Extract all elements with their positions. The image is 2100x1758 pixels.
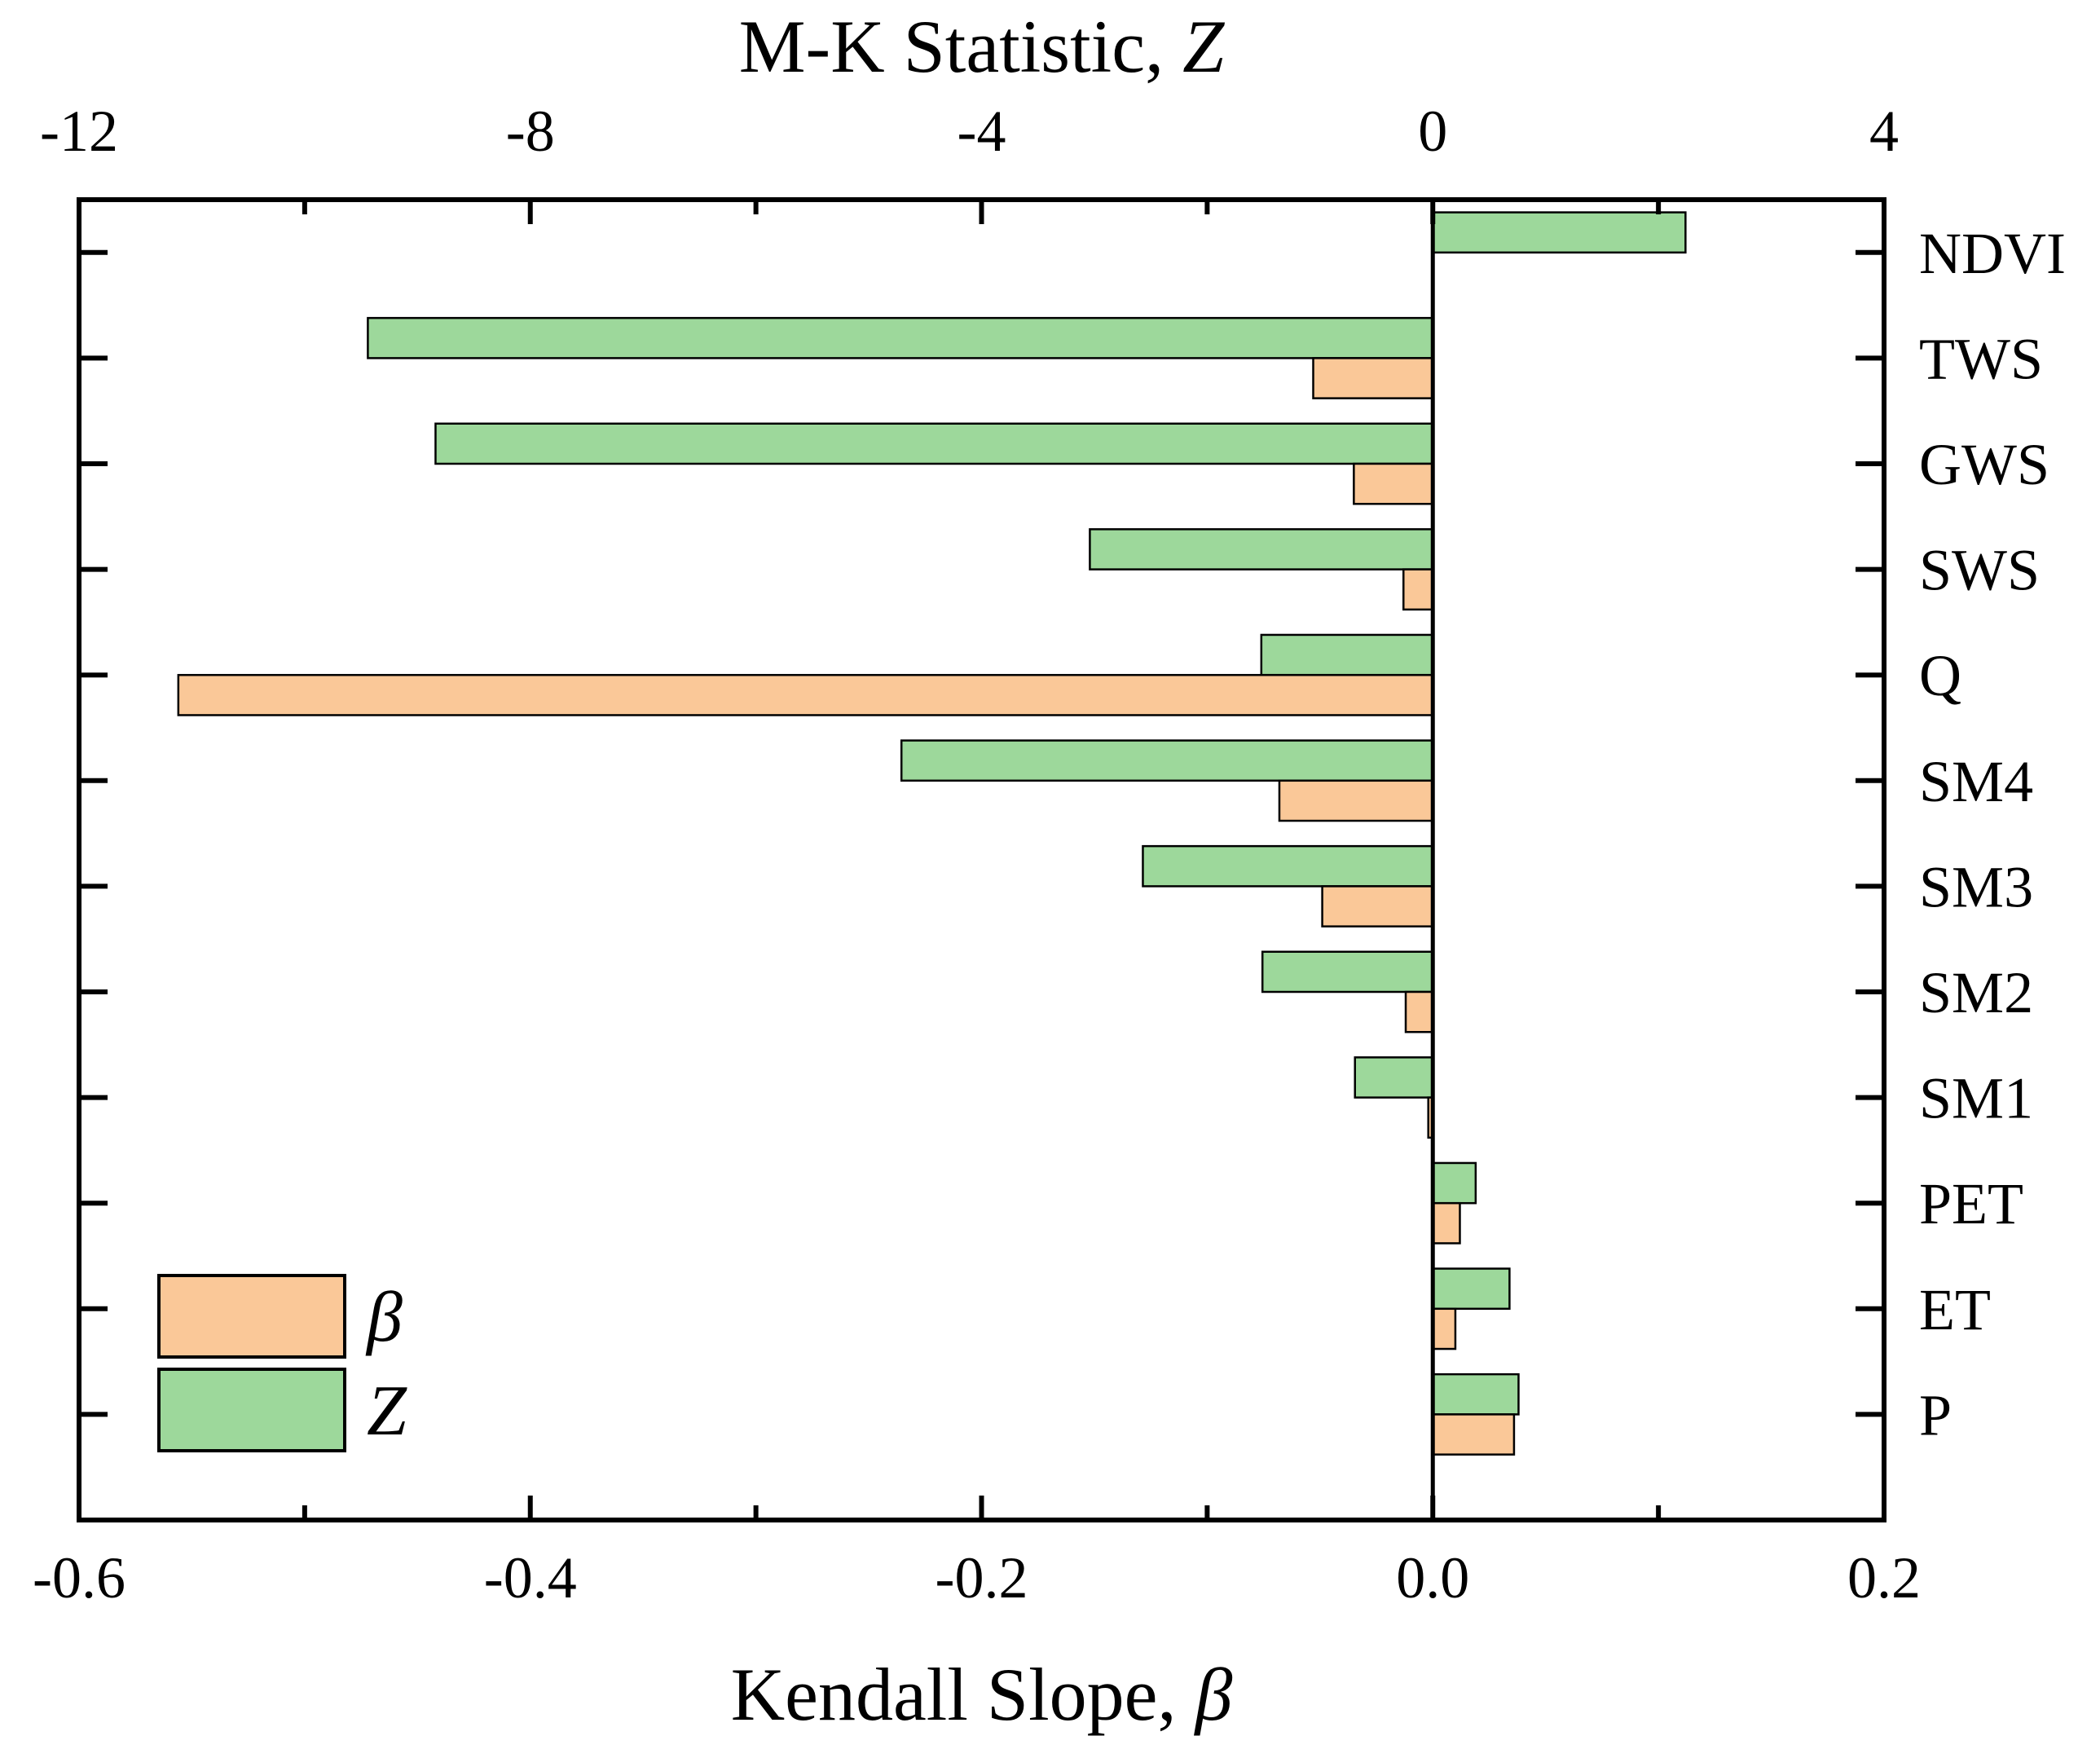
bar-z-sws bbox=[1089, 528, 1434, 571]
bottom-axis-title: Kendall Slope, β bbox=[731, 1653, 1233, 1736]
top-tick-label: -8 bbox=[506, 99, 555, 164]
bottom-tick-label: -0.2 bbox=[936, 1545, 1028, 1610]
top-tick-label: -12 bbox=[40, 99, 118, 164]
bar-beta-et bbox=[1432, 1307, 1457, 1350]
category-label-et: ET bbox=[1919, 1277, 1991, 1342]
bar-z-et bbox=[1432, 1267, 1511, 1311]
top-axis-title: M-K Statistic, Z bbox=[739, 5, 1225, 88]
legend-label-beta: β bbox=[365, 1278, 403, 1357]
category-label-sm1: SM1 bbox=[1919, 1066, 2033, 1131]
category-label-tws: TWS bbox=[1919, 326, 2043, 391]
bar-z-sm4 bbox=[900, 739, 1434, 782]
legend-label-z: Z bbox=[367, 1372, 407, 1451]
category-label-gws: GWS bbox=[1919, 432, 2049, 497]
category-label-p: P bbox=[1919, 1382, 1952, 1447]
bars-layer bbox=[177, 211, 1687, 1456]
top-axis-title-text: M-K Statistic, bbox=[739, 5, 1182, 88]
bar-z-p bbox=[1432, 1372, 1520, 1416]
bar-beta-q bbox=[177, 673, 1434, 716]
bar-beta-pet bbox=[1432, 1201, 1461, 1245]
legend-swatch-z bbox=[157, 1368, 346, 1452]
bottom-tick-label: -0.4 bbox=[484, 1545, 577, 1610]
legend-swatch-beta bbox=[157, 1274, 346, 1359]
top-axis-title-symbol: Z bbox=[1182, 5, 1225, 88]
bottom-tick-label: -0.6 bbox=[33, 1545, 125, 1610]
bar-z-gws bbox=[434, 422, 1434, 465]
bar-beta-gws bbox=[1353, 462, 1434, 505]
bar-z-sm1 bbox=[1354, 1056, 1434, 1099]
ticks-layer bbox=[77, 200, 1886, 1520]
bar-z-q bbox=[1260, 633, 1434, 676]
bottom-axis-title-text: Kendall Slope, bbox=[731, 1653, 1195, 1736]
bottom-tick-label: 0.0 bbox=[1396, 1545, 1469, 1610]
bar-z-pet bbox=[1432, 1161, 1477, 1205]
top-tick-label: -4 bbox=[958, 99, 1006, 164]
bar-z-sm2 bbox=[1261, 950, 1434, 994]
category-label-q: Q bbox=[1919, 643, 1961, 708]
bar-beta-tws bbox=[1312, 357, 1434, 399]
category-label-sm4: SM4 bbox=[1919, 749, 2033, 814]
category-label-sws: SWS bbox=[1919, 538, 2040, 603]
category-label-pet: PET bbox=[1919, 1171, 2023, 1236]
bar-beta-p bbox=[1432, 1413, 1516, 1456]
bar-beta-sm4 bbox=[1278, 779, 1434, 822]
labels-layer: -0.6 -0.4 -0.2 0.0 0.2 -12 -8 -4 0 4 NDVI TWS GWS SWS… bbox=[33, 99, 2066, 1610]
bar-z-ndvi bbox=[1432, 211, 1687, 254]
top-tick-label: 4 bbox=[1869, 99, 1899, 164]
category-label-sm2: SM2 bbox=[1919, 960, 2033, 1025]
plot-frame bbox=[77, 197, 1886, 1522]
bar-beta-sm2 bbox=[1404, 990, 1434, 1033]
bar-z-tws bbox=[367, 316, 1434, 359]
bar-z-sm3 bbox=[1142, 844, 1434, 888]
bar-beta-sws bbox=[1402, 568, 1434, 611]
top-tick-label: 0 bbox=[1418, 99, 1447, 164]
bar-beta-sm3 bbox=[1321, 885, 1434, 927]
legend: β Z bbox=[157, 1274, 407, 1452]
bottom-tick-label: 0.2 bbox=[1847, 1545, 1921, 1610]
bottom-axis-title-symbol: β bbox=[1193, 1653, 1232, 1736]
category-label-sm3: SM3 bbox=[1919, 854, 2033, 919]
category-label-ndvi: NDVI bbox=[1919, 221, 2066, 286]
